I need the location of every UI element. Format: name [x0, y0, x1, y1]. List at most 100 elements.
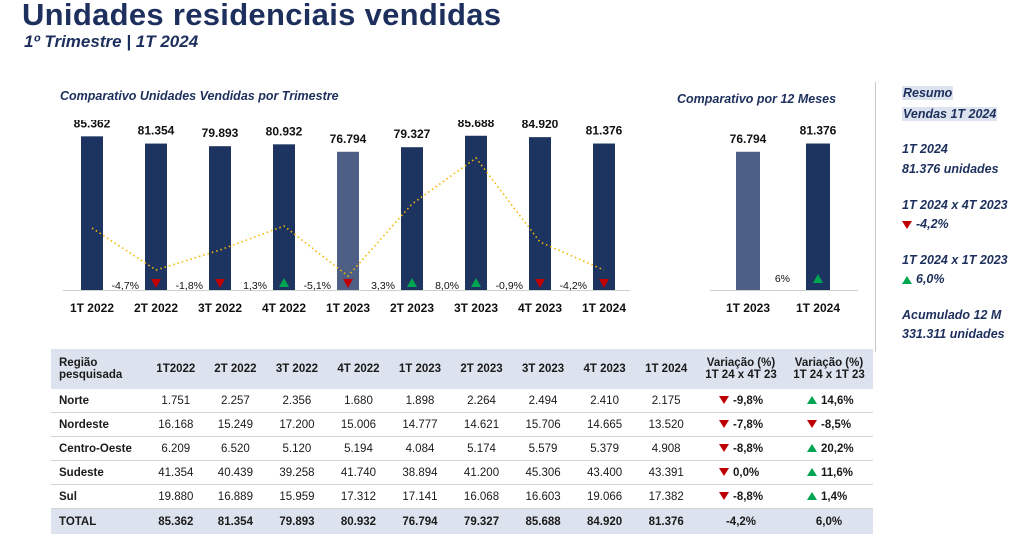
value-cell: 2.410: [573, 389, 636, 413]
variation-value: 20,2%: [821, 442, 854, 455]
x-tick-label: 2T 2023: [390, 301, 434, 315]
bar-value-label: 81.376: [800, 124, 837, 138]
bar-value-label: 80.932: [266, 124, 303, 138]
value-cell: 16.068: [450, 484, 513, 509]
value-cell: 79.893: [266, 508, 328, 534]
x-tick-label: 1T 2022: [70, 301, 114, 315]
sales-table: Região pesquisada 1T2022 2T 2022 3T 2022…: [51, 349, 873, 534]
bar-value-label: 76.794: [730, 132, 767, 146]
value-cell: 15.006: [327, 412, 390, 437]
variation-cell: -8,8%: [697, 484, 785, 509]
bar-value-label: 79.327: [394, 127, 431, 141]
up-arrow-icon: [471, 278, 481, 287]
table-header-cell: 1T 2024: [635, 349, 697, 389]
variation-value: 11,6%: [821, 466, 853, 479]
value-cell: 41.740: [327, 460, 390, 485]
change-label: 6%: [775, 273, 790, 285]
value-cell: 13.520: [635, 412, 697, 437]
value-cell: 4.084: [389, 436, 451, 461]
up-arrow-icon: [407, 278, 417, 287]
value-cell: 4.908: [635, 436, 697, 461]
value-cell: 17.312: [327, 484, 390, 509]
value-cell: 80.932: [327, 508, 390, 534]
value-cell: 5.194: [327, 436, 390, 461]
value-cell: 16.889: [204, 484, 267, 509]
value-cell: 15.706: [512, 412, 574, 437]
table-body: Norte 1.751 2.257 2.356 1.680 1.898 2.264 2.494…: [51, 389, 873, 534]
value-cell: 15.249: [204, 412, 267, 437]
x-tick-label: 1T 2023: [326, 301, 370, 315]
change-label: 3,3%: [371, 280, 395, 292]
table-header-cell: 4T 2022: [327, 349, 390, 389]
value-cell: 76.794: [389, 508, 451, 534]
value-cell: 1.898: [389, 389, 451, 413]
variation-cell: 20,2%: [785, 436, 873, 461]
bar-value-label: 81.354: [138, 124, 175, 138]
variation-value: -8,8%: [733, 442, 764, 455]
change-label: -1,8%: [176, 280, 203, 292]
variation-cell: 11,6%: [785, 460, 873, 485]
change-label: 1,3%: [243, 280, 267, 292]
down-arrow-icon: [719, 492, 729, 501]
page-subtitle: 1º Trimestre | 1T 2024: [24, 32, 199, 51]
variation-cell: -8,5%: [785, 412, 873, 437]
value-cell: 38.894: [389, 460, 451, 485]
down-arrow-icon: [599, 279, 609, 288]
value-cell: 41.354: [147, 460, 205, 485]
table-header-cell: 3T 2023: [512, 349, 574, 389]
summary-heading: Resumo: [902, 86, 954, 100]
bar-1t-2023: [736, 151, 760, 290]
region-cell: Centro-Oeste: [51, 436, 147, 461]
variation-cell: 6,0%: [785, 508, 873, 534]
value-cell: 14.621: [450, 412, 513, 437]
up-arrow-icon: [902, 275, 912, 284]
x-tick-label: 2T 2022: [134, 301, 178, 315]
up-arrow-icon: [807, 444, 817, 453]
value-cell: 85.362: [147, 508, 205, 534]
value-cell: 17.141: [389, 484, 451, 509]
variation-cell: -7,8%: [697, 412, 785, 437]
bar-1t-2023: [337, 151, 359, 290]
summary-acc-value: 331.311 unidades: [902, 327, 1005, 341]
table-header-cell: Variação (%) 1T 24 x 1T 23: [785, 349, 873, 389]
bar-1t-2024: [593, 143, 615, 290]
value-cell: 81.376: [635, 508, 697, 534]
region-cell: TOTAL: [51, 508, 147, 534]
trend-line: [91, 156, 605, 278]
value-cell: 17.382: [635, 484, 697, 509]
bar-value-label: 79.893: [202, 126, 239, 140]
value-cell: 2.175: [635, 389, 697, 413]
variation-cell: 0,0%: [697, 460, 785, 485]
summary-panel: Resumo Vendas 1T 2024 1T 2024 81.376 uni…: [875, 82, 1021, 352]
table-row: Sul 19.880 16.889 15.959 17.312 17.141 16.068 1…: [51, 484, 873, 509]
table-row: Nordeste 16.168 15.249 17.200 15.006 14.777 14…: [51, 412, 873, 437]
down-arrow-icon: [151, 279, 161, 288]
bar-1t-2022: [81, 136, 103, 290]
value-cell: 2.264: [450, 389, 513, 413]
variation-value: -7,8%: [733, 418, 764, 431]
change-label: -0,9%: [496, 280, 523, 292]
table-row: Centro-Oeste 6.209 6.520 5.120 5.194 4.084 5.1…: [51, 436, 873, 461]
value-cell: 79.327: [450, 508, 513, 534]
down-arrow-icon: [807, 420, 817, 429]
value-cell: 5.379: [573, 436, 636, 461]
annual-chart-title: Comparativo por 12 Meses: [677, 92, 837, 106]
summary-period: 1T 2024: [902, 142, 948, 156]
x-tick-label: 4T 2022: [262, 301, 306, 315]
value-cell: 45.306: [512, 460, 574, 485]
bar-value-label: 76.794: [330, 132, 367, 146]
table-row: Norte 1.751 2.257 2.356 1.680 1.898 2.264 2.494…: [51, 389, 873, 413]
value-cell: 5.579: [512, 436, 574, 461]
table-header-cell: 2T 2023: [450, 349, 513, 389]
table-row: Sudeste 41.354 40.439 39.258 41.740 38.894 41.…: [51, 460, 873, 485]
x-tick-label: 3T 2023: [454, 301, 498, 315]
up-arrow-icon: [279, 278, 289, 287]
bar-value-label: 85.688: [458, 120, 495, 130]
value-cell: 5.174: [450, 436, 513, 461]
page-title: Unidades residenciais vendidas: [22, 0, 502, 32]
table-header-row: Região pesquisada 1T2022 2T 2022 3T 2022…: [51, 349, 873, 389]
value-cell: 40.439: [204, 460, 267, 485]
value-cell: 2.494: [512, 389, 574, 413]
value-cell: 6.209: [147, 436, 205, 461]
up-arrow-icon: [807, 468, 817, 477]
